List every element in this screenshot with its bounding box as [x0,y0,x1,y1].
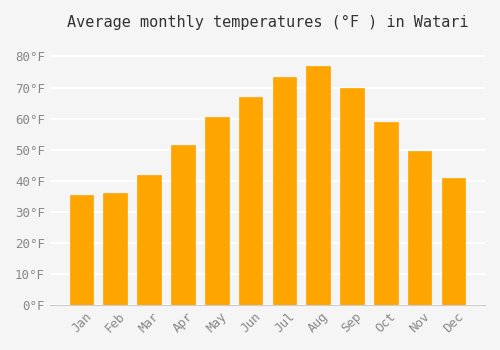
Title: Average monthly temperatures (°F ) in Watari: Average monthly temperatures (°F ) in Wa… [66,15,468,30]
Bar [171,145,194,305]
Bar [70,195,94,305]
Bar [442,178,465,305]
Bar [272,77,296,305]
Bar [104,193,127,305]
Bar [374,122,398,305]
Bar [340,88,364,305]
Bar [205,117,229,305]
Bar [408,151,432,305]
Bar [306,66,330,305]
Bar [138,175,161,305]
Bar [238,97,262,305]
